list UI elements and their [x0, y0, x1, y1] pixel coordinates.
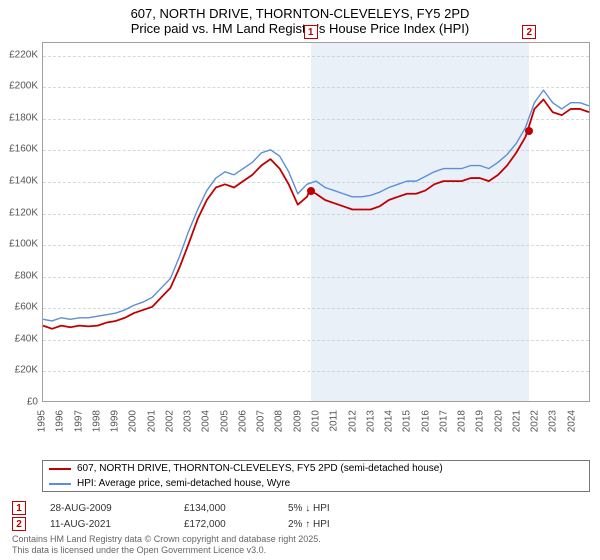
legend-swatch-property	[49, 468, 71, 470]
y-tick-label: £140K	[9, 175, 38, 186]
plot-area: 12	[42, 42, 590, 402]
sales-table: 1 28-AUG-2009 £134,000 5% ↓ HPI 2 11-AUG…	[12, 500, 588, 532]
chart-marker-1: 1	[304, 25, 318, 39]
x-tick-label: 2003	[183, 410, 194, 432]
sales-date-2: 11-AUG-2021	[50, 519, 160, 530]
y-tick-label: £0	[27, 397, 38, 408]
x-tick-label: 2007	[256, 410, 267, 432]
series-hpi	[43, 90, 589, 321]
x-tick-label: 2000	[128, 410, 139, 432]
x-tick-label: 2022	[530, 410, 541, 432]
x-tick-label: 2024	[566, 410, 577, 432]
sales-delta-2: 2% ↑ HPI	[288, 519, 388, 530]
x-tick-label: 2012	[347, 410, 358, 432]
x-tick-label: 1997	[73, 410, 84, 432]
x-tick-label: 2023	[548, 410, 559, 432]
sales-row-1: 1 28-AUG-2009 £134,000 5% ↓ HPI	[12, 500, 588, 516]
x-tick-label: 2015	[402, 410, 413, 432]
x-tick-label: 2016	[420, 410, 431, 432]
chart-marker-dot-1	[307, 187, 315, 195]
sales-row-2: 2 11-AUG-2021 £172,000 2% ↑ HPI	[12, 516, 588, 532]
chart-marker-dot-2	[525, 127, 533, 135]
x-tick-label: 2009	[292, 410, 303, 432]
x-tick-label: 2017	[438, 410, 449, 432]
sales-price-1: £134,000	[184, 503, 264, 514]
line-svg	[43, 43, 589, 401]
y-tick-label: £40K	[15, 333, 38, 344]
legend-label-hpi: HPI: Average price, semi-detached house,…	[77, 478, 290, 489]
x-tick-label: 2013	[365, 410, 376, 432]
x-tick-label: 1995	[37, 410, 48, 432]
x-tick-label: 2005	[219, 410, 230, 432]
legend-swatch-hpi	[49, 483, 71, 485]
footer-line-2: This data is licensed under the Open Gov…	[12, 545, 588, 556]
sales-delta-1: 5% ↓ HPI	[288, 503, 388, 514]
y-tick-label: £60K	[15, 302, 38, 313]
legend-row-hpi: HPI: Average price, semi-detached house,…	[43, 476, 589, 491]
series-property	[43, 99, 589, 328]
footer: Contains HM Land Registry data © Crown c…	[12, 534, 588, 557]
x-tick-label: 2021	[511, 410, 522, 432]
x-tick-label: 2018	[457, 410, 468, 432]
chart-container: 607, NORTH DRIVE, THORNTON-CLEVELEYS, FY…	[0, 0, 600, 560]
title-line-2: Price paid vs. HM Land Registry's House …	[0, 21, 600, 36]
sales-price-2: £172,000	[184, 519, 264, 530]
legend: 607, NORTH DRIVE, THORNTON-CLEVELEYS, FY…	[42, 460, 590, 492]
y-axis: £0£20K£40K£60K£80K£100K£120K£140K£160K£1…	[0, 42, 42, 402]
y-tick-label: £200K	[9, 81, 38, 92]
title-line-1: 607, NORTH DRIVE, THORNTON-CLEVELEYS, FY…	[0, 6, 600, 21]
x-tick-label: 2001	[146, 410, 157, 432]
title-block: 607, NORTH DRIVE, THORNTON-CLEVELEYS, FY…	[0, 0, 600, 40]
x-tick-label: 1996	[55, 410, 66, 432]
x-tick-label: 1998	[91, 410, 102, 432]
x-tick-label: 1999	[110, 410, 121, 432]
x-tick-label: 2008	[274, 410, 285, 432]
sales-date-1: 28-AUG-2009	[50, 503, 160, 514]
x-axis: 1995199619971998199920002001200220032004…	[42, 404, 590, 458]
y-tick-label: £120K	[9, 207, 38, 218]
y-tick-label: £20K	[15, 365, 38, 376]
x-tick-label: 2014	[384, 410, 395, 432]
x-tick-label: 2020	[493, 410, 504, 432]
y-tick-label: £80K	[15, 270, 38, 281]
y-tick-label: £180K	[9, 112, 38, 123]
sales-marker-2: 2	[12, 517, 26, 531]
x-tick-label: 2010	[311, 410, 322, 432]
legend-row-property: 607, NORTH DRIVE, THORNTON-CLEVELEYS, FY…	[43, 461, 589, 476]
x-tick-label: 2019	[475, 410, 486, 432]
legend-label-property: 607, NORTH DRIVE, THORNTON-CLEVELEYS, FY…	[77, 463, 443, 474]
x-tick-label: 2002	[164, 410, 175, 432]
y-tick-label: £100K	[9, 239, 38, 250]
y-tick-label: £160K	[9, 144, 38, 155]
footer-line-1: Contains HM Land Registry data © Crown c…	[12, 534, 588, 545]
sales-marker-1: 1	[12, 501, 26, 515]
y-tick-label: £220K	[9, 49, 38, 60]
x-tick-label: 2011	[329, 410, 340, 432]
x-tick-label: 2006	[237, 410, 248, 432]
x-tick-label: 2004	[201, 410, 212, 432]
chart-marker-2: 2	[522, 25, 536, 39]
